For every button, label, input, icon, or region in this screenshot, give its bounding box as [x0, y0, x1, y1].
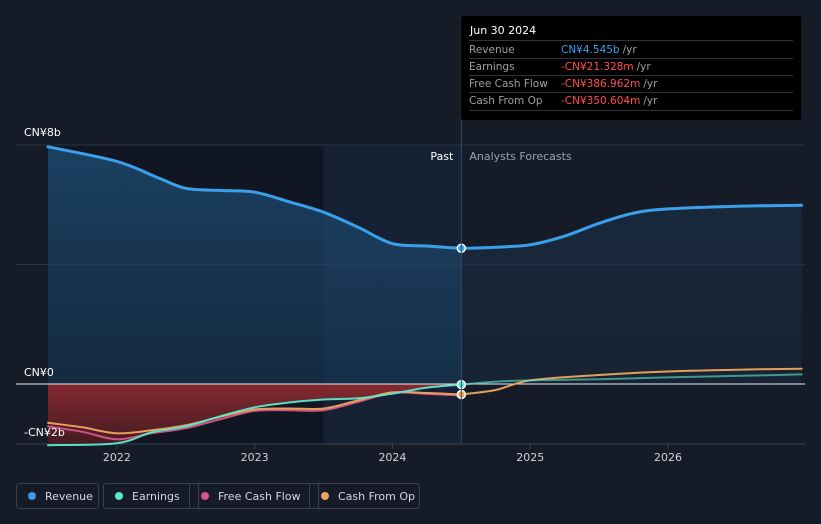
tooltip-unit: /yr: [643, 78, 658, 90]
legend-label: Revenue: [45, 490, 93, 503]
tooltip-row-earnings: Earnings -CN¥21.328m/yr: [461, 58, 801, 75]
y-tick-label: CN¥0: [24, 366, 54, 379]
tooltip-value-text: -CN¥21.328m: [561, 61, 634, 73]
tooltip-label: Revenue: [469, 44, 515, 56]
legend-dot: [201, 492, 209, 500]
series-line-cash-from-op-past: [47, 390, 463, 435]
tooltip-label: Cash From Op: [469, 95, 543, 107]
legend-dot: [321, 492, 329, 500]
series-line-revenue: [46, 145, 804, 250]
legend-label: Cash From Op: [338, 490, 416, 503]
tooltip-divider: [469, 75, 793, 76]
tooltip-divider: [469, 92, 793, 93]
x-tick-label: 2026: [654, 451, 682, 464]
tooltip-value: -CN¥386.962m/yr: [561, 78, 657, 90]
y-tick-label: CN¥8b: [24, 126, 61, 139]
tooltip-date: Jun 30 2024: [470, 24, 537, 37]
tooltip-value: -CN¥350.604m/yr: [561, 95, 657, 107]
tooltip-label: Earnings: [469, 61, 515, 73]
tooltip-value-text: -CN¥386.962m: [561, 78, 641, 90]
tooltip-unit: /yr: [622, 44, 637, 56]
tooltip-row-fcf: Free Cash Flow -CN¥386.962m/yr: [461, 75, 801, 92]
tooltip-label: Free Cash Flow: [469, 78, 548, 90]
x-tick-label: 2022: [103, 451, 131, 464]
tooltip-unit: /yr: [643, 95, 658, 107]
tooltip-row-revenue: Revenue CN¥4.545b/yr: [461, 41, 801, 58]
legend-item-revenue[interactable]: Revenue: [16, 483, 99, 509]
revenue-area-forecast: [461, 205, 802, 384]
y-tick-label: -CN¥2b: [24, 426, 65, 439]
legend-item-free-cash-flow[interactable]: Free Cash Flow: [189, 483, 319, 509]
legend-label: Earnings: [132, 490, 180, 503]
legend-item-cash-from-op[interactable]: Cash From Op: [309, 483, 420, 509]
past-label: Past: [430, 150, 454, 163]
tooltip-value-text: CN¥4.545b: [561, 44, 620, 56]
data-tooltip: Jun 30 2024 Revenue CN¥4.545b/yr Earning…: [461, 16, 801, 120]
tooltip-unit: /yr: [636, 61, 651, 73]
series-line-cash-from-op-forecast: [460, 367, 803, 396]
tooltip-divider: [469, 58, 793, 59]
x-tick-label: 2023: [241, 451, 269, 464]
legend-label: Free Cash Flow: [218, 490, 301, 503]
x-tick-label: 2025: [516, 451, 544, 464]
forecast-label: Analysts Forecasts: [469, 150, 572, 163]
series-line-earnings-forecast: [460, 373, 803, 386]
legend-item-earnings[interactable]: Earnings: [103, 483, 199, 509]
tooltip-divider: [469, 110, 793, 111]
tooltip-value-text: -CN¥350.604m: [561, 95, 641, 107]
tooltip-divider: [469, 40, 793, 41]
x-tick-label: 2024: [378, 451, 406, 464]
tooltip-value: CN¥4.545b/yr: [561, 44, 637, 56]
legend-dot: [115, 492, 123, 500]
series-line-earnings-past: [47, 383, 463, 447]
tooltip-value: -CN¥21.328m/yr: [561, 61, 651, 73]
revenue-area-past: [48, 146, 462, 384]
tooltip-row-cfo: Cash From Op -CN¥350.604m/yr: [461, 92, 801, 109]
legend-dot: [28, 492, 36, 500]
